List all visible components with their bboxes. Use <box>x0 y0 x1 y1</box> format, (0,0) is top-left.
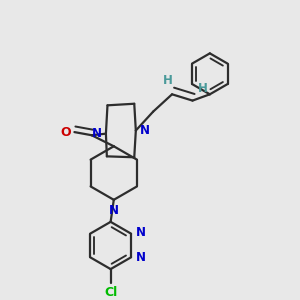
Text: N: N <box>136 251 146 264</box>
Text: H: H <box>162 74 172 87</box>
Text: N: N <box>109 204 119 217</box>
Text: N: N <box>92 127 101 140</box>
Text: O: O <box>60 126 70 139</box>
Text: N: N <box>140 124 150 137</box>
Text: N: N <box>136 226 146 238</box>
Text: H: H <box>198 82 208 95</box>
Text: Cl: Cl <box>104 286 117 299</box>
